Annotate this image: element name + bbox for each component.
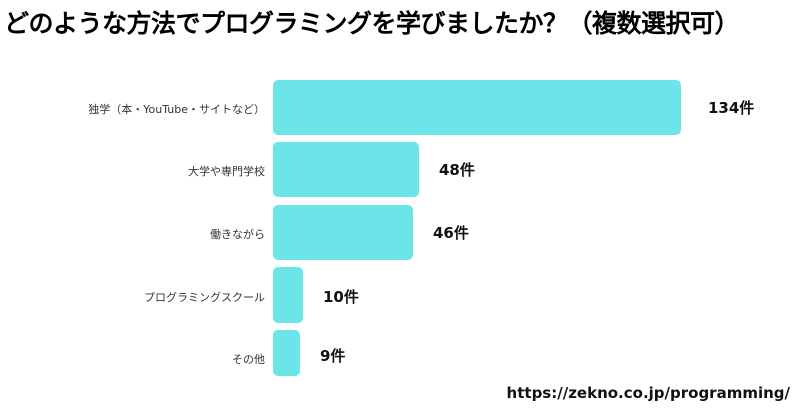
- category-label: その他: [232, 353, 265, 366]
- bar: [273, 267, 303, 323]
- value-label: 48件: [439, 161, 475, 179]
- category-label: プログラミングスクール: [144, 291, 265, 304]
- value-label: 134件: [708, 99, 755, 117]
- category-label: 独学（本・YouTube・サイトなど）: [88, 103, 265, 116]
- bar: [273, 80, 681, 135]
- bar: [273, 330, 300, 376]
- category-label: 働きながら: [210, 228, 265, 241]
- bar: [273, 205, 413, 260]
- bar: [273, 142, 419, 197]
- value-label: 9件: [320, 347, 346, 365]
- chart-title: どのような方法でプログラミングを学びましたか？（複数選択可）: [4, 9, 740, 38]
- value-label: 46件: [433, 224, 469, 242]
- source-url: https://zekno.co.jp/programming/: [506, 384, 790, 402]
- value-label: 10件: [323, 288, 359, 306]
- category-label: 大学や専門学校: [188, 165, 265, 178]
